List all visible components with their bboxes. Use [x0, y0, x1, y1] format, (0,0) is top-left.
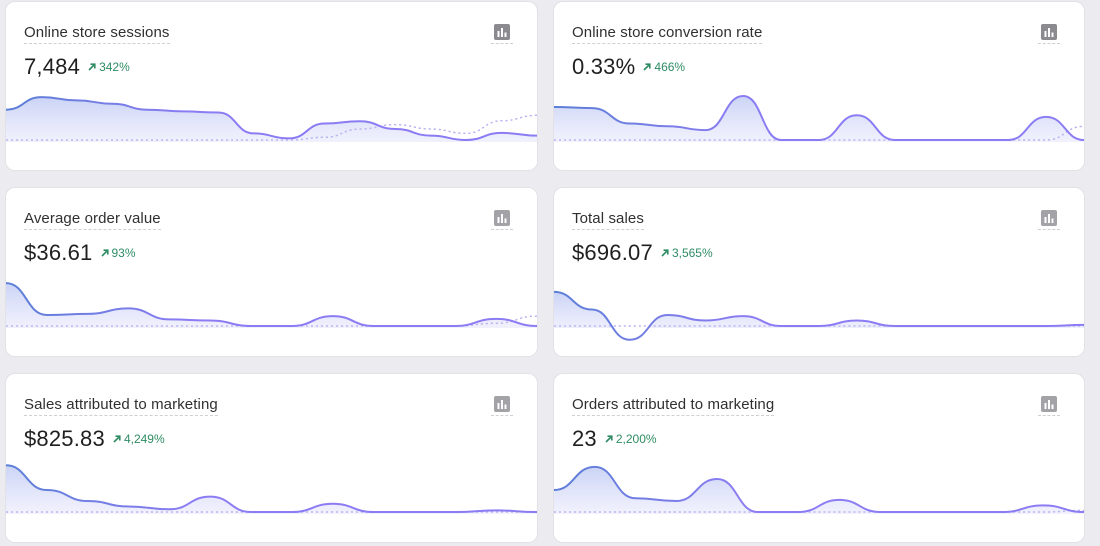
metric-title[interactable]: Sales attributed to marketing: [24, 396, 218, 416]
change-badge: 93%: [100, 246, 136, 260]
sparkline-chart: [6, 464, 537, 542]
comparison-line-overlay: [554, 509, 1084, 513]
baseline-cover: [554, 514, 1084, 542]
metric-value-row: 0.33% 466%: [572, 54, 685, 80]
comparison-line-overlay: [6, 114, 537, 141]
sparkline-chart: [6, 96, 537, 170]
metric-value: 0.33%: [572, 54, 636, 79]
baseline-cover: [6, 142, 537, 170]
metric-card-orders-attributed-to-marketing[interactable]: Orders attributed to marketing 23 2,200%: [554, 374, 1084, 542]
trend-line: [554, 94, 1084, 141]
metric-value-row: $825.83 4,249%: [24, 426, 165, 452]
change-percent: 466%: [654, 60, 686, 74]
arrow-up-right-icon: [113, 435, 121, 443]
arrow-up-right-icon: [605, 435, 613, 443]
sparkline-chart: [554, 94, 1084, 170]
trend-line: [6, 282, 537, 327]
metric-card-conversion-rate[interactable]: Online store conversion rate 0.33% 466%: [554, 2, 1084, 170]
sparkline-chart: [554, 290, 1084, 356]
bar-chart-icon[interactable]: [1038, 21, 1060, 44]
metric-value: 7,484: [24, 54, 81, 79]
metric-value-row: 7,484 342%: [24, 54, 130, 80]
arrow-up-right-icon: [661, 249, 669, 257]
arrow-up-right-icon: [643, 63, 651, 71]
change-percent: 2,200%: [615, 432, 657, 446]
baseline-cover: [6, 514, 537, 542]
metric-title[interactable]: Online store sessions: [24, 24, 170, 44]
arrow-up-right-icon: [100, 249, 109, 257]
baseline-cover: [554, 328, 1084, 356]
metric-value-row: $696.07 3,565%: [572, 240, 713, 266]
metric-card-total-sales[interactable]: Total sales $696.07 3,565%: [554, 188, 1084, 356]
metric-title[interactable]: Online store conversion rate: [572, 24, 763, 44]
bar-chart-icon[interactable]: [491, 393, 513, 416]
baseline-cover: [554, 142, 1084, 170]
trend-line: [6, 464, 537, 513]
metric-card-sales-attributed-to-marketing[interactable]: Sales attributed to marketing $825.83 4,…: [6, 374, 537, 542]
baseline-cover: [6, 328, 537, 356]
change-percent: 4,249%: [123, 432, 165, 446]
bar-chart-icon[interactable]: [1038, 393, 1060, 416]
metric-value: $36.61: [24, 240, 93, 265]
metric-title[interactable]: Average order value: [24, 210, 161, 230]
metric-value-row: $36.61 93%: [24, 240, 136, 266]
metric-value-row: 23 2,200%: [572, 426, 657, 452]
metric-card-sessions[interactable]: Online store sessions 7,484 342%: [6, 2, 537, 170]
arrow-up-right-icon: [88, 63, 96, 71]
metric-card-average-order-value[interactable]: Average order value $36.61 93%: [6, 188, 537, 356]
change-badge: 342%: [88, 60, 130, 74]
change-badge: 466%: [643, 60, 685, 74]
change-badge: 4,249%: [113, 432, 165, 446]
metric-value: $696.07: [572, 240, 653, 265]
metric-title[interactable]: Total sales: [572, 210, 644, 230]
sparkline-chart: [554, 465, 1084, 542]
change-badge: 3,565%: [661, 246, 713, 260]
change-percent: 3,565%: [671, 246, 713, 260]
change-percent: 342%: [99, 60, 130, 74]
trend-line: [554, 465, 1084, 513]
bar-chart-icon[interactable]: [491, 207, 513, 230]
change-badge: 2,200%: [605, 432, 657, 446]
metric-title[interactable]: Orders attributed to marketing: [572, 396, 775, 416]
bar-chart-icon[interactable]: [491, 21, 513, 44]
sparkline-chart: [6, 282, 537, 356]
metric-value: $825.83: [24, 426, 105, 451]
bar-chart-icon[interactable]: [1038, 207, 1060, 230]
metrics-grid: Online store sessions 7,484 342% Online …: [6, 2, 1084, 544]
trend-line: [554, 290, 1084, 341]
trend-line: [6, 96, 537, 142]
metric-value: 23: [572, 426, 597, 451]
change-percent: 93%: [111, 246, 136, 260]
